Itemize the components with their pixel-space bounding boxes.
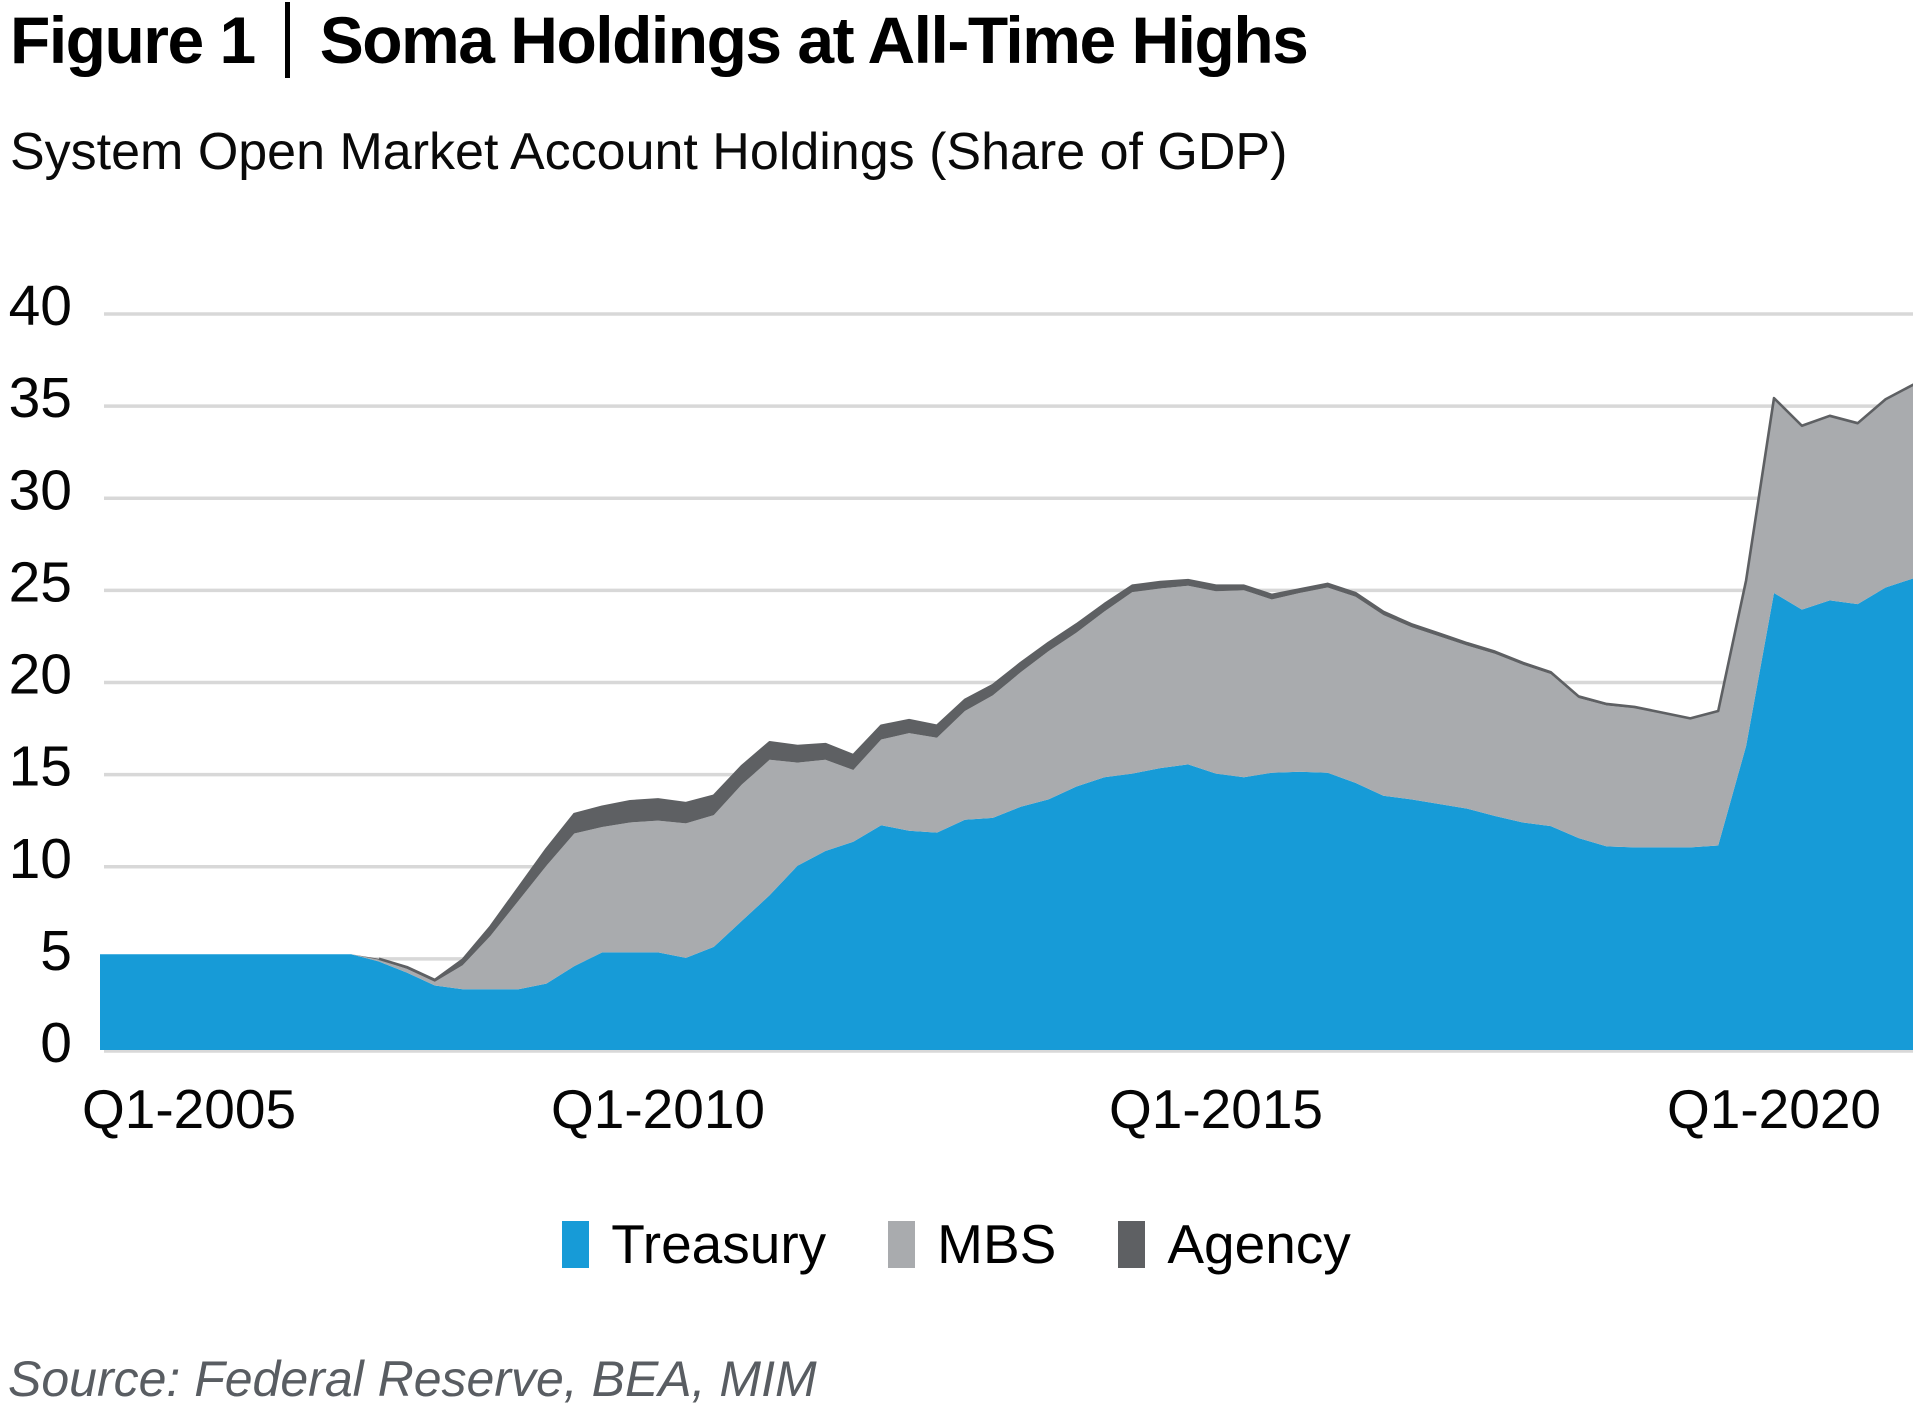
figure-title: Figure 1 Soma Holdings at All-Time Highs [10, 2, 1309, 78]
mbs-area [100, 385, 1913, 990]
y-axis-label: 10 [9, 827, 72, 891]
chart-subtitle: System Open Market Account Holdings (Sha… [10, 123, 1288, 181]
mbs-swatch [888, 1220, 916, 1268]
treasury-swatch [562, 1220, 590, 1268]
y-axis-label: 40 [9, 274, 72, 338]
y-axis-label: 35 [9, 366, 72, 430]
page-title: Soma Holdings at All-Time Highs [319, 2, 1309, 77]
source-note: Source: Federal Reserve, BEA, MIM [8, 1351, 817, 1407]
chart-legend: Treasury MBS Agency [0, 1212, 1913, 1276]
y-axis-label: 0 [40, 1011, 72, 1075]
y-axis-label: 30 [9, 458, 72, 522]
y-axis-label: 15 [9, 735, 72, 799]
legend-item-agency: Agency [1118, 1212, 1351, 1276]
title-divider [284, 2, 290, 78]
figure-label: Figure 1 [10, 2, 256, 77]
x-axis-label: Q1-2020 [1667, 1078, 1881, 1140]
x-axis-label: Q1-2015 [1109, 1078, 1323, 1140]
y-axis-label: 20 [9, 643, 72, 707]
x-axis-label: Q1-2010 [551, 1078, 765, 1140]
x-axis-label: Q1-2005 [82, 1078, 296, 1140]
treasury-area [100, 578, 1913, 1050]
legend-label-agency: Agency [1167, 1213, 1351, 1275]
y-axis-label: 25 [9, 550, 72, 614]
agency-area [100, 384, 1913, 982]
legend-item-treasury: Treasury [562, 1212, 826, 1276]
legend-label-mbs: MBS [937, 1213, 1057, 1275]
stack-top-outline [378, 383, 1913, 982]
legend-item-mbs: MBS [888, 1212, 1056, 1276]
agency-swatch [1118, 1220, 1146, 1268]
y-axis-label: 5 [40, 919, 72, 983]
legend-label-treasury: Treasury [611, 1213, 827, 1275]
